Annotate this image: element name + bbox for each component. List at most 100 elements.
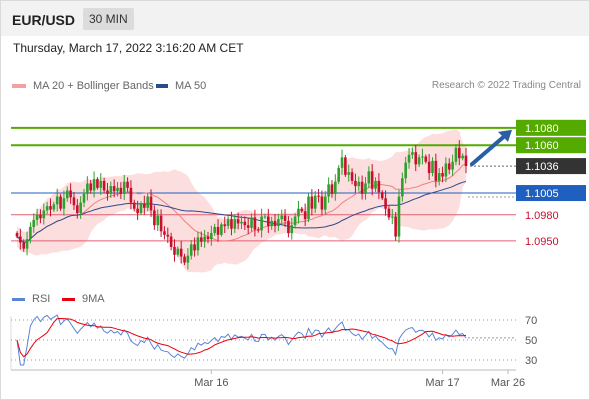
candle-body	[49, 206, 52, 210]
candle-body	[357, 181, 361, 187]
level-resistance-1-1080-tag	[516, 119, 586, 136]
candle-body	[297, 208, 300, 217]
candle-body	[293, 216, 297, 226]
legend-rsi-label: RSI	[32, 293, 51, 305]
9ma-line	[16, 317, 467, 358]
candle-body	[320, 196, 324, 210]
candle-body	[337, 167, 340, 182]
candle-body	[102, 180, 106, 191]
candle-body	[256, 229, 260, 231]
candle-body	[310, 196, 314, 209]
candle-body	[183, 256, 186, 263]
candle-body	[25, 239, 29, 249]
candle-body	[240, 221, 243, 224]
candle-body	[411, 152, 414, 155]
candle-body	[206, 236, 210, 240]
bollinger-band	[17, 129, 466, 273]
candle-body	[29, 226, 32, 240]
candle-body	[199, 237, 203, 242]
x-tick-label: Mar 26	[491, 377, 525, 389]
candle-body	[15, 233, 19, 237]
candle-body	[173, 246, 176, 255]
candle-body	[193, 244, 196, 251]
legend-9ma: 9MA	[62, 293, 105, 305]
candle-body	[32, 220, 36, 227]
candle-body	[404, 162, 407, 179]
candle-body	[246, 225, 250, 228]
candle-body	[397, 196, 401, 237]
candle-body	[143, 203, 146, 208]
candle-body	[427, 161, 431, 174]
candle-body	[457, 147, 461, 159]
legend-ma50: MA 50	[156, 80, 206, 92]
candle-body	[454, 147, 458, 162]
candle-body	[226, 219, 230, 227]
rsi-tick-30: 30	[525, 355, 537, 367]
candle-body	[253, 217, 257, 230]
projection-arrow-shaft	[470, 132, 508, 167]
candle-body	[270, 220, 273, 227]
candle-body	[421, 156, 424, 158]
candle-body	[447, 163, 451, 170]
candle-body	[39, 214, 42, 219]
ma20-swatch	[12, 84, 26, 88]
candle-body	[52, 204, 56, 210]
candle-body	[236, 219, 240, 224]
candle-body	[377, 180, 381, 193]
candle-body	[344, 157, 347, 175]
x-tick-label: Mar 16	[194, 377, 228, 389]
candle-body	[364, 183, 367, 194]
legend-rsi: RSI	[12, 293, 50, 305]
credit-text: Research © 2022 Trading Central	[431, 80, 581, 91]
chart-header: EUR/USD 30 MIN	[1, 1, 589, 36]
candle-body	[300, 208, 304, 212]
level-resistance-1-1060-tag	[516, 137, 586, 154]
candle-body	[112, 186, 116, 192]
legend-ma20-label: MA 20 + Bollinger Bands	[33, 80, 154, 92]
candle-body	[387, 208, 391, 218]
candle-body	[196, 237, 200, 251]
candle-body	[437, 173, 441, 181]
candle-body	[360, 181, 364, 194]
candle-body	[203, 236, 206, 242]
candle-body	[76, 205, 79, 214]
x-tick-label: Mar 17	[425, 377, 459, 389]
candle-body	[401, 178, 404, 197]
timeframe-badge[interactable]: 30 MIN	[83, 8, 134, 30]
candle-body	[216, 226, 220, 235]
candle-body	[283, 215, 287, 221]
candle-body	[330, 184, 334, 194]
projection-arrow-head	[498, 129, 512, 142]
candle-body	[126, 181, 129, 188]
candle-body	[290, 225, 294, 234]
candle-body	[323, 196, 327, 210]
legend-9ma-label: 9MA	[82, 293, 105, 305]
candle-body	[109, 186, 113, 194]
candle-body	[464, 155, 468, 167]
candle-body	[35, 214, 39, 220]
candle-body	[210, 233, 213, 240]
candle-body	[139, 203, 143, 214]
level-pivot-1-1005-label: 1.1005	[525, 188, 559, 200]
legend-ma50-label: MA 50	[175, 80, 207, 92]
candle-body	[19, 236, 22, 243]
candle-body	[431, 160, 434, 174]
level-support-1-0980-label: 1.0980	[525, 210, 559, 222]
candle-body	[380, 192, 384, 199]
rsi-line	[16, 314, 467, 366]
candle-body	[340, 157, 344, 168]
timestamp: Thursday, March 17, 2022 3:16:20 AM CET	[13, 41, 244, 55]
candle-body	[169, 236, 173, 247]
level-pivot-1-1005-tag	[516, 185, 586, 202]
candle-body	[119, 187, 123, 194]
candle-body	[317, 195, 320, 197]
candle-body	[136, 208, 139, 214]
candle-body	[89, 183, 93, 191]
candle-body	[267, 216, 270, 227]
candle-body	[374, 180, 377, 189]
candle-body	[42, 210, 46, 219]
candle-body	[223, 224, 227, 227]
candle-body	[347, 172, 351, 175]
candle-body	[45, 206, 49, 211]
